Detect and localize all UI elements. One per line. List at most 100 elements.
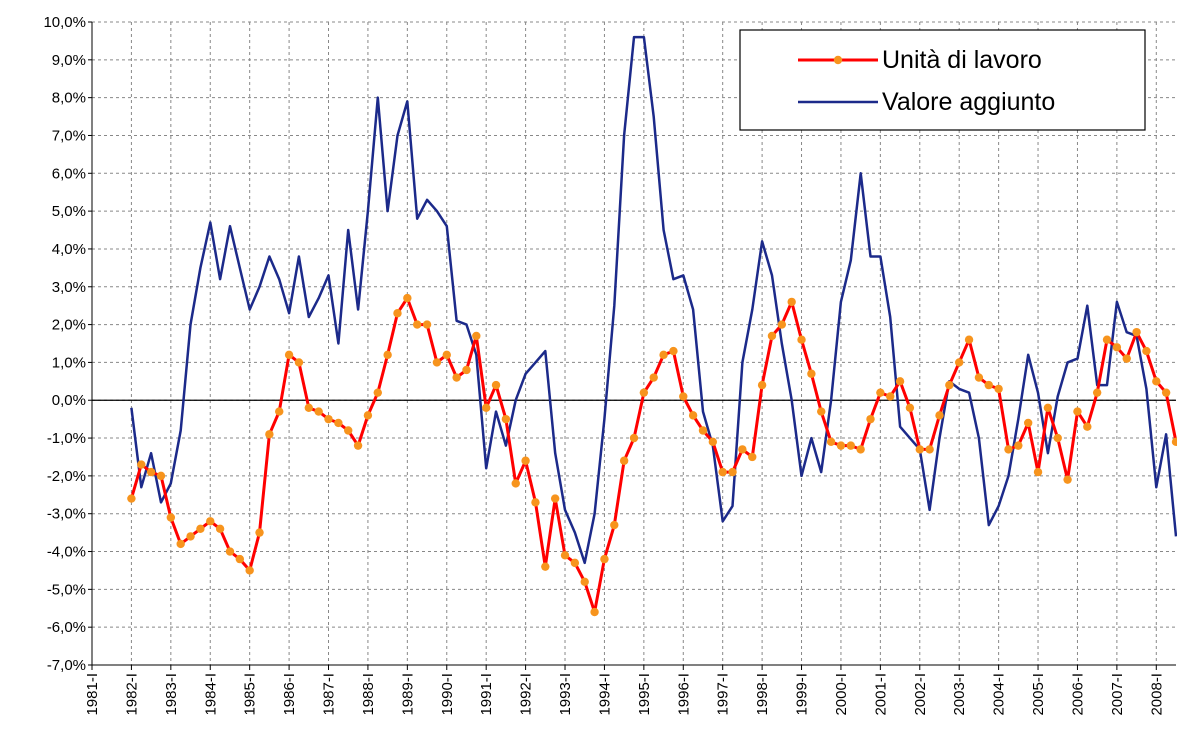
marker <box>1043 403 1053 412</box>
marker <box>531 498 540 507</box>
y-tick-label: -7,0% <box>47 657 86 674</box>
marker <box>649 373 658 382</box>
x-tick-label: 1995-I <box>636 673 653 716</box>
marker <box>580 577 589 586</box>
y-tick-label: -1,0% <box>47 430 86 447</box>
marker <box>1171 437 1177 447</box>
x-tick-label: 1981-I <box>84 673 101 716</box>
marker <box>215 524 225 534</box>
marker <box>225 547 235 556</box>
marker <box>974 373 984 382</box>
marker <box>639 388 649 397</box>
x-tick-label: 2004-I <box>991 673 1008 716</box>
marker <box>826 437 836 447</box>
marker <box>166 513 176 522</box>
x-tick-label: 1993-I <box>557 673 574 716</box>
marker <box>1161 388 1171 397</box>
x-tick-label: 2001-I <box>872 673 889 716</box>
marker <box>846 441 855 450</box>
marker <box>472 331 481 341</box>
x-tick-label: 1984-I <box>202 673 219 716</box>
marker <box>432 358 442 367</box>
marker <box>196 524 205 534</box>
marker <box>294 358 304 367</box>
marker <box>925 445 934 454</box>
y-tick-label: 2,0% <box>52 317 86 334</box>
marker <box>1063 475 1072 484</box>
y-tick-label: 4,0% <box>52 241 86 258</box>
marker <box>550 494 560 503</box>
x-tick-label: 1987-I <box>321 673 338 716</box>
x-tick-label: 2003-I <box>951 673 968 716</box>
x-tick-label: 1997-I <box>715 673 732 716</box>
y-tick-label: 8,0% <box>52 90 86 107</box>
x-tick-label: 1986-I <box>281 673 298 716</box>
marker <box>491 380 501 390</box>
marker <box>895 377 905 386</box>
x-tick-label: 1988-I <box>360 673 377 716</box>
x-tick-label: 1991-I <box>478 673 495 716</box>
y-tick-label: -2,0% <box>47 468 86 485</box>
marker <box>797 335 806 344</box>
series-line <box>130 35 1177 565</box>
y-tick-label: 0,0% <box>52 392 86 409</box>
marker <box>590 607 599 617</box>
x-tick-label: 1982-I <box>123 673 140 716</box>
marker <box>679 392 688 401</box>
y-tick-label: 9,0% <box>52 52 86 69</box>
marker <box>1122 354 1131 363</box>
marker <box>334 418 343 428</box>
marker <box>442 350 451 360</box>
marker <box>1004 445 1013 454</box>
legend-label: Unità di lavoro <box>882 46 1042 74</box>
y-tick-label: 10,0% <box>43 14 86 31</box>
marker <box>964 335 974 344</box>
y-tick-label: 5,0% <box>52 203 86 220</box>
marker <box>876 388 885 397</box>
marker <box>1112 343 1122 352</box>
marker <box>915 445 924 454</box>
marker <box>570 558 580 568</box>
marker <box>127 494 136 503</box>
marker <box>610 520 619 530</box>
marker <box>1073 407 1082 416</box>
marker <box>1132 327 1141 337</box>
marker <box>984 380 993 390</box>
marker <box>403 293 412 303</box>
x-tick-label: 2006-I <box>1069 673 1086 716</box>
y-tick-label: 7,0% <box>52 127 86 144</box>
x-tick-label: 2008-I <box>1148 673 1165 716</box>
y-tick-label: 1,0% <box>52 354 86 371</box>
x-tick-label: 2000-I <box>833 673 850 716</box>
legend-box <box>739 29 1146 131</box>
marker <box>757 380 767 390</box>
marker <box>393 309 402 318</box>
marker <box>1023 418 1033 428</box>
x-tick-label: 2007-I <box>1109 673 1126 716</box>
marker <box>866 414 875 424</box>
x-tick-label: 2005-I <box>1030 673 1047 716</box>
marker <box>698 426 708 435</box>
marker <box>945 380 954 390</box>
marker <box>235 554 245 564</box>
marker <box>304 403 313 412</box>
marker <box>363 411 373 420</box>
y-tick-label: -5,0% <box>47 581 86 598</box>
y-tick-label: 3,0% <box>52 279 86 296</box>
marker <box>422 320 432 329</box>
marker <box>836 441 846 450</box>
marker <box>1014 441 1023 450</box>
marker <box>738 445 747 454</box>
marker <box>452 373 461 382</box>
x-tick-label: 1996-I <box>675 673 692 716</box>
y-tick-label: -6,0% <box>47 619 86 636</box>
marker <box>245 566 254 575</box>
marker <box>728 467 737 477</box>
marker <box>905 403 915 412</box>
y-tick-label: -3,0% <box>47 506 86 523</box>
legend-label: Valore aggiunto <box>882 88 1055 116</box>
marker <box>856 445 865 454</box>
marker <box>1083 422 1092 431</box>
marker <box>146 467 156 477</box>
marker <box>807 369 816 378</box>
